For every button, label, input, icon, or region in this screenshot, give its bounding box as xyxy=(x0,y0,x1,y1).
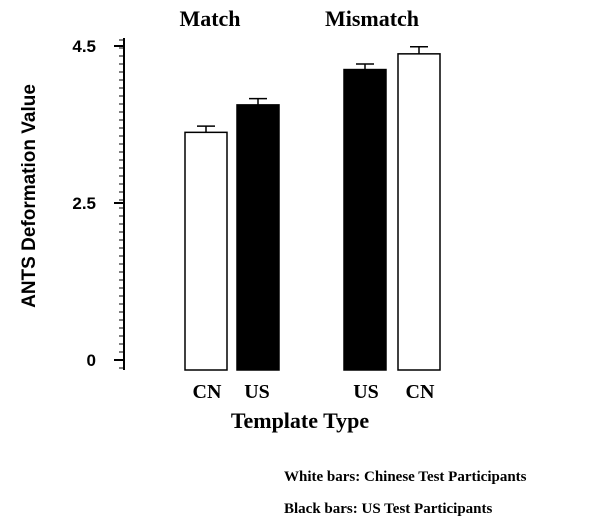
group-label: Mismatch xyxy=(325,6,419,31)
axes: 0 2.5 4.5 xyxy=(72,37,125,370)
category-label: US xyxy=(353,381,379,403)
labels: Template Type ANTS Deformation Value Whi… xyxy=(19,6,527,517)
bar xyxy=(236,104,280,371)
x-axis-label: Template Type xyxy=(231,408,370,433)
bar xyxy=(397,53,441,371)
legend-note-white: White bars: Chinese Test Participants xyxy=(284,469,527,485)
bar xyxy=(343,68,387,371)
category-label: CN xyxy=(406,381,435,403)
category-label: US xyxy=(244,381,270,403)
y-tick-label: 2.5 xyxy=(72,194,96,213)
bars xyxy=(184,46,441,371)
group-label: Match xyxy=(179,6,240,31)
y-axis-label: ANTS Deformation Value xyxy=(19,84,40,308)
category-label: CN xyxy=(193,381,222,403)
y-tick-label: 4.5 xyxy=(72,37,96,56)
bar xyxy=(184,131,228,371)
y-tick-label: 0 xyxy=(87,351,96,370)
legend-note-black: Black bars: US Test Participants xyxy=(284,501,493,517)
